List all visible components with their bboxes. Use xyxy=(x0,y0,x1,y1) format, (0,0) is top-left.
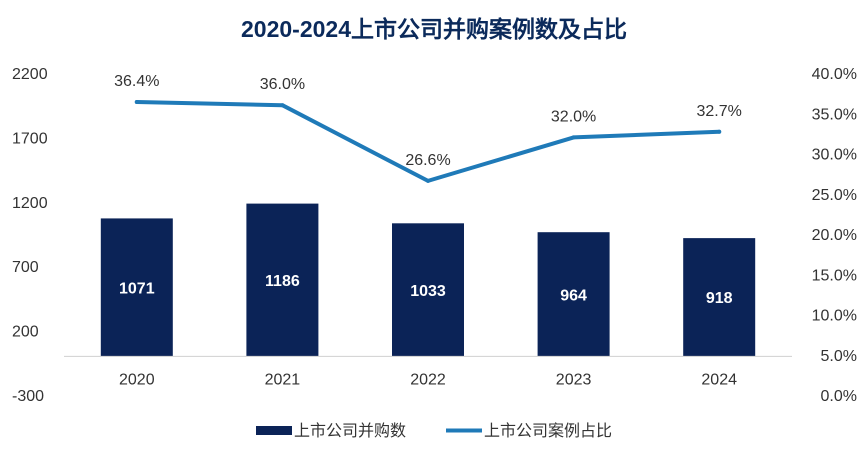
bar-2024 xyxy=(683,238,756,357)
bar-2023 xyxy=(537,232,610,357)
right-tick-label: 15.0% xyxy=(812,267,857,284)
ratio-point-2021 xyxy=(280,103,285,108)
line-data-label: 26.6% xyxy=(405,152,450,169)
right-tick-label: 30.0% xyxy=(812,147,857,164)
line-data-label: 32.7% xyxy=(697,103,742,120)
left-axis: 2200 1700 1200 700 200 -300 xyxy=(12,66,48,405)
legend: 上市公司并购数 上市公司案例占比 xyxy=(256,422,612,440)
legend-label-line: 上市公司案例占比 xyxy=(484,422,612,440)
x-tick-label: 2024 xyxy=(701,371,737,388)
left-tick-label: 200 xyxy=(12,324,39,341)
legend-label-bar: 上市公司并购数 xyxy=(294,422,406,440)
line-data-label: 32.0% xyxy=(551,108,596,125)
right-tick-label: 40.0% xyxy=(812,66,857,83)
right-tick-label: 25.0% xyxy=(812,187,857,204)
bar-2020 xyxy=(100,218,173,357)
ratio-point-2024 xyxy=(717,129,722,134)
ratio-line xyxy=(134,99,722,183)
right-tick-label: 0.0% xyxy=(821,388,857,405)
ratio-point-2020 xyxy=(134,99,139,104)
left-tick-label: 1700 xyxy=(12,130,48,147)
bar-series: 1071 1186 1033 964 918 xyxy=(100,203,756,357)
chart-title: 2020-2024上市公司并购案例数及占比 xyxy=(241,16,627,42)
left-tick-label: 2200 xyxy=(12,66,48,83)
bar-data-label: 1033 xyxy=(410,283,446,300)
right-axis: 40.0% 35.0% 30.0% 25.0% 20.0% 15.0% 10.0% 5.0% 0… xyxy=(812,66,857,405)
right-tick-label: 5.0% xyxy=(821,348,857,365)
line-data-label: 36.0% xyxy=(260,76,305,93)
x-tick-label: 2023 xyxy=(556,371,592,388)
right-tick-label: 10.0% xyxy=(812,308,857,325)
bar-2022 xyxy=(392,223,464,357)
x-axis-ticks: 2020 2021 2022 2023 2024 xyxy=(119,371,737,388)
legend-swatch-bar xyxy=(256,426,292,435)
x-tick-label: 2020 xyxy=(119,371,155,388)
bar-data-label: 1071 xyxy=(119,280,155,297)
line-data-label: 36.4% xyxy=(114,73,159,90)
line-series: 36.4% 36.0% 26.6% 32.0% 32.7% xyxy=(114,73,742,183)
bar-2021 xyxy=(246,203,319,357)
left-tick-label: -300 xyxy=(12,388,44,405)
right-tick-label: 35.0% xyxy=(812,106,857,123)
left-tick-label: 700 xyxy=(12,259,39,276)
x-tick-label: 2022 xyxy=(410,371,446,388)
bar-data-label: 918 xyxy=(706,290,733,307)
left-tick-label: 1200 xyxy=(12,195,48,212)
right-tick-label: 20.0% xyxy=(812,227,857,244)
bar-data-label: 1186 xyxy=(265,273,300,290)
x-tick-label: 2021 xyxy=(265,371,301,388)
ratio-point-2023 xyxy=(571,135,576,140)
bar-data-label: 964 xyxy=(560,287,587,304)
ratio-point-2022 xyxy=(426,178,430,183)
